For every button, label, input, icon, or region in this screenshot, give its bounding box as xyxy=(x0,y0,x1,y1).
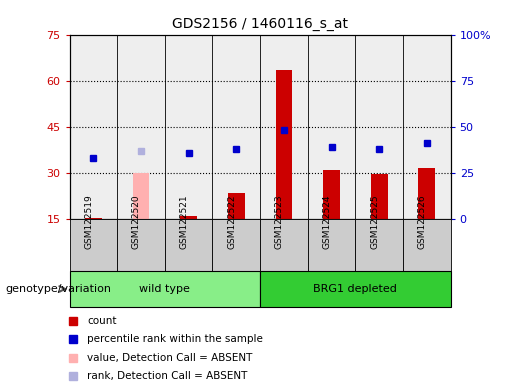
Text: wild type: wild type xyxy=(140,284,190,294)
Text: GSM122526: GSM122526 xyxy=(418,194,427,249)
Title: GDS2156 / 1460116_s_at: GDS2156 / 1460116_s_at xyxy=(172,17,348,31)
Bar xyxy=(70,35,117,219)
Text: GSM122524: GSM122524 xyxy=(322,194,332,249)
Text: GSM122519: GSM122519 xyxy=(84,194,93,249)
Text: GSM122521: GSM122521 xyxy=(180,194,188,249)
Bar xyxy=(70,271,260,307)
Text: GSM122520: GSM122520 xyxy=(132,194,141,249)
Bar xyxy=(276,70,292,219)
Bar xyxy=(165,35,212,219)
Bar xyxy=(117,219,165,271)
Bar xyxy=(228,193,245,219)
Bar xyxy=(403,219,451,271)
Bar xyxy=(212,35,260,219)
Bar xyxy=(355,35,403,219)
Bar xyxy=(133,173,149,219)
Text: value, Detection Call = ABSENT: value, Detection Call = ABSENT xyxy=(88,353,253,363)
Text: GSM122523: GSM122523 xyxy=(275,194,284,249)
Bar xyxy=(213,219,260,271)
Bar xyxy=(371,174,387,219)
Text: GSM122525: GSM122525 xyxy=(370,194,379,249)
Bar xyxy=(323,170,340,219)
Bar xyxy=(260,271,451,307)
Bar xyxy=(307,219,355,271)
Text: GSM122522: GSM122522 xyxy=(227,194,236,249)
Text: genotype/variation: genotype/variation xyxy=(5,284,111,294)
Bar xyxy=(117,35,165,219)
Text: rank, Detection Call = ABSENT: rank, Detection Call = ABSENT xyxy=(88,371,248,381)
Bar xyxy=(165,219,212,271)
Bar xyxy=(307,35,355,219)
Text: percentile rank within the sample: percentile rank within the sample xyxy=(88,334,263,344)
Bar xyxy=(419,168,435,219)
Bar xyxy=(85,218,101,219)
Bar xyxy=(70,219,117,271)
Text: BRG1 depleted: BRG1 depleted xyxy=(314,284,397,294)
Text: count: count xyxy=(88,316,117,326)
Bar xyxy=(355,219,403,271)
Bar xyxy=(403,35,451,219)
Bar xyxy=(260,35,308,219)
Bar xyxy=(260,219,308,271)
Bar xyxy=(180,216,197,219)
